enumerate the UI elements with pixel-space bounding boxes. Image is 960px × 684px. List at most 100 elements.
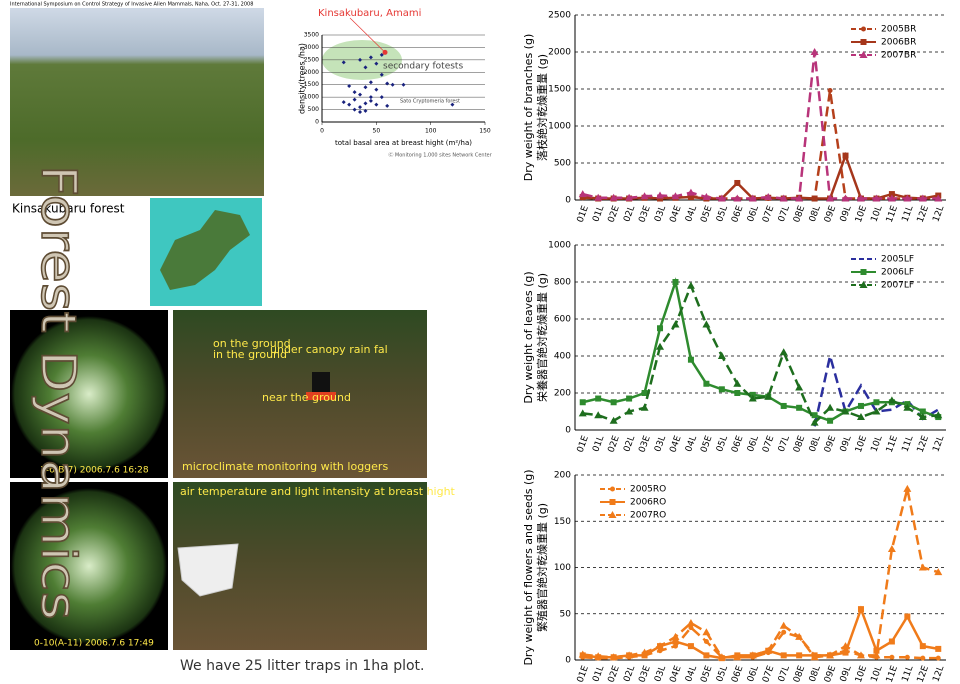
marker <box>904 654 910 660</box>
y-tick-label: 3500 <box>304 32 319 39</box>
legend-marker <box>861 26 866 32</box>
fisheye-photo <box>11 316 167 472</box>
x-tick-label: 11E <box>885 664 900 684</box>
x-tick-label: 01L <box>591 434 606 453</box>
x-tick-label: 06L <box>746 434 761 453</box>
x-tick-label: 06E <box>730 664 745 684</box>
marker <box>609 416 618 424</box>
x-tick-label: 02L <box>622 434 637 453</box>
point <box>385 103 390 108</box>
marker <box>920 655 926 661</box>
point <box>341 100 346 105</box>
x-tick-label: 12E <box>916 204 931 224</box>
x-tick-label: 11L <box>900 204 915 223</box>
x-tick-label: 06E <box>730 434 745 454</box>
x-tick-label: 07L <box>777 204 792 223</box>
point <box>352 90 357 95</box>
marker <box>672 638 679 645</box>
gauge-base <box>306 392 336 400</box>
trap-label: in the ground <box>213 348 287 361</box>
marker <box>795 194 804 202</box>
x-tick-label: 01E <box>576 434 591 454</box>
point <box>401 82 406 87</box>
y-tick-label: 1500 <box>304 81 319 88</box>
source: Ⓒ Monitoring 1,000 sites Network Center <box>388 152 492 159</box>
marker <box>857 402 864 409</box>
y-tick-label: 1000 <box>548 241 571 251</box>
y-tick-label: 0 <box>315 119 319 126</box>
marker <box>935 645 942 652</box>
marker <box>733 194 742 202</box>
legend-label: 2007RO <box>630 511 666 521</box>
marker <box>703 380 710 387</box>
x-tick-label: 03L <box>653 434 668 453</box>
marker <box>810 653 819 661</box>
marker <box>796 652 803 659</box>
x-tick-label: 05L <box>715 204 730 223</box>
point <box>358 92 363 97</box>
marker <box>748 651 757 659</box>
marker <box>842 152 849 159</box>
marker <box>687 643 694 650</box>
marker <box>888 638 895 645</box>
x-tick-label: 08L <box>808 434 823 453</box>
marker <box>687 356 694 363</box>
marker <box>717 352 726 359</box>
marker <box>934 568 943 576</box>
point <box>368 80 373 85</box>
annotation: Sato Cryptomeria forest <box>400 99 460 105</box>
y-tick-label: 0 <box>565 196 571 206</box>
point <box>358 110 363 115</box>
x-tick-label: 02L <box>622 664 637 683</box>
x-tick-label: 09L <box>839 434 854 453</box>
marker <box>764 646 773 654</box>
x-tick-label: 02E <box>607 434 622 454</box>
x-tick-label: 10L <box>870 664 885 683</box>
marker <box>594 652 603 660</box>
marker <box>918 563 927 571</box>
marker <box>935 655 941 661</box>
marker <box>733 653 742 661</box>
x-tick-label: 05E <box>699 204 714 224</box>
point <box>379 52 384 57</box>
x-tick-label: 10L <box>870 204 885 223</box>
y-tick-label: 2500 <box>304 56 319 63</box>
marker <box>609 653 618 661</box>
marker <box>688 625 694 631</box>
series-line <box>582 605 939 660</box>
x-tick-label: 02E <box>607 664 622 684</box>
marker <box>672 643 678 649</box>
x-tick-label: 01E <box>576 664 591 684</box>
x-tick-label: 06E <box>730 204 745 224</box>
y-tick-label: 2500 <box>548 11 571 21</box>
marker <box>595 395 602 402</box>
trap-label: microclimate monitoring with loggers <box>182 460 388 473</box>
marker <box>904 613 911 620</box>
x-tick-label: 09E <box>823 664 838 684</box>
x-tick-label: 05L <box>715 664 730 683</box>
point <box>368 55 373 60</box>
marker <box>841 407 850 415</box>
x-tick-label: 04E <box>668 664 683 684</box>
point <box>358 105 363 110</box>
marker <box>811 412 818 419</box>
point <box>374 102 379 107</box>
x-tick-label: 07L <box>777 664 792 683</box>
point <box>363 108 368 113</box>
point <box>390 82 395 87</box>
x-tick-label: 05E <box>699 434 714 454</box>
y-tick-label: 1000 <box>548 122 571 132</box>
marker <box>733 379 742 387</box>
marker <box>934 411 943 419</box>
point <box>368 95 373 100</box>
marker <box>734 179 741 186</box>
marker <box>796 404 803 411</box>
y-axis-label: 栄養器官絶対乾燥重量 (g) <box>535 273 549 402</box>
marker <box>856 413 865 421</box>
marker <box>903 403 912 411</box>
marker <box>686 619 695 626</box>
y-tick-label: 3000 <box>304 44 319 51</box>
marker <box>625 193 634 201</box>
point <box>341 60 346 65</box>
